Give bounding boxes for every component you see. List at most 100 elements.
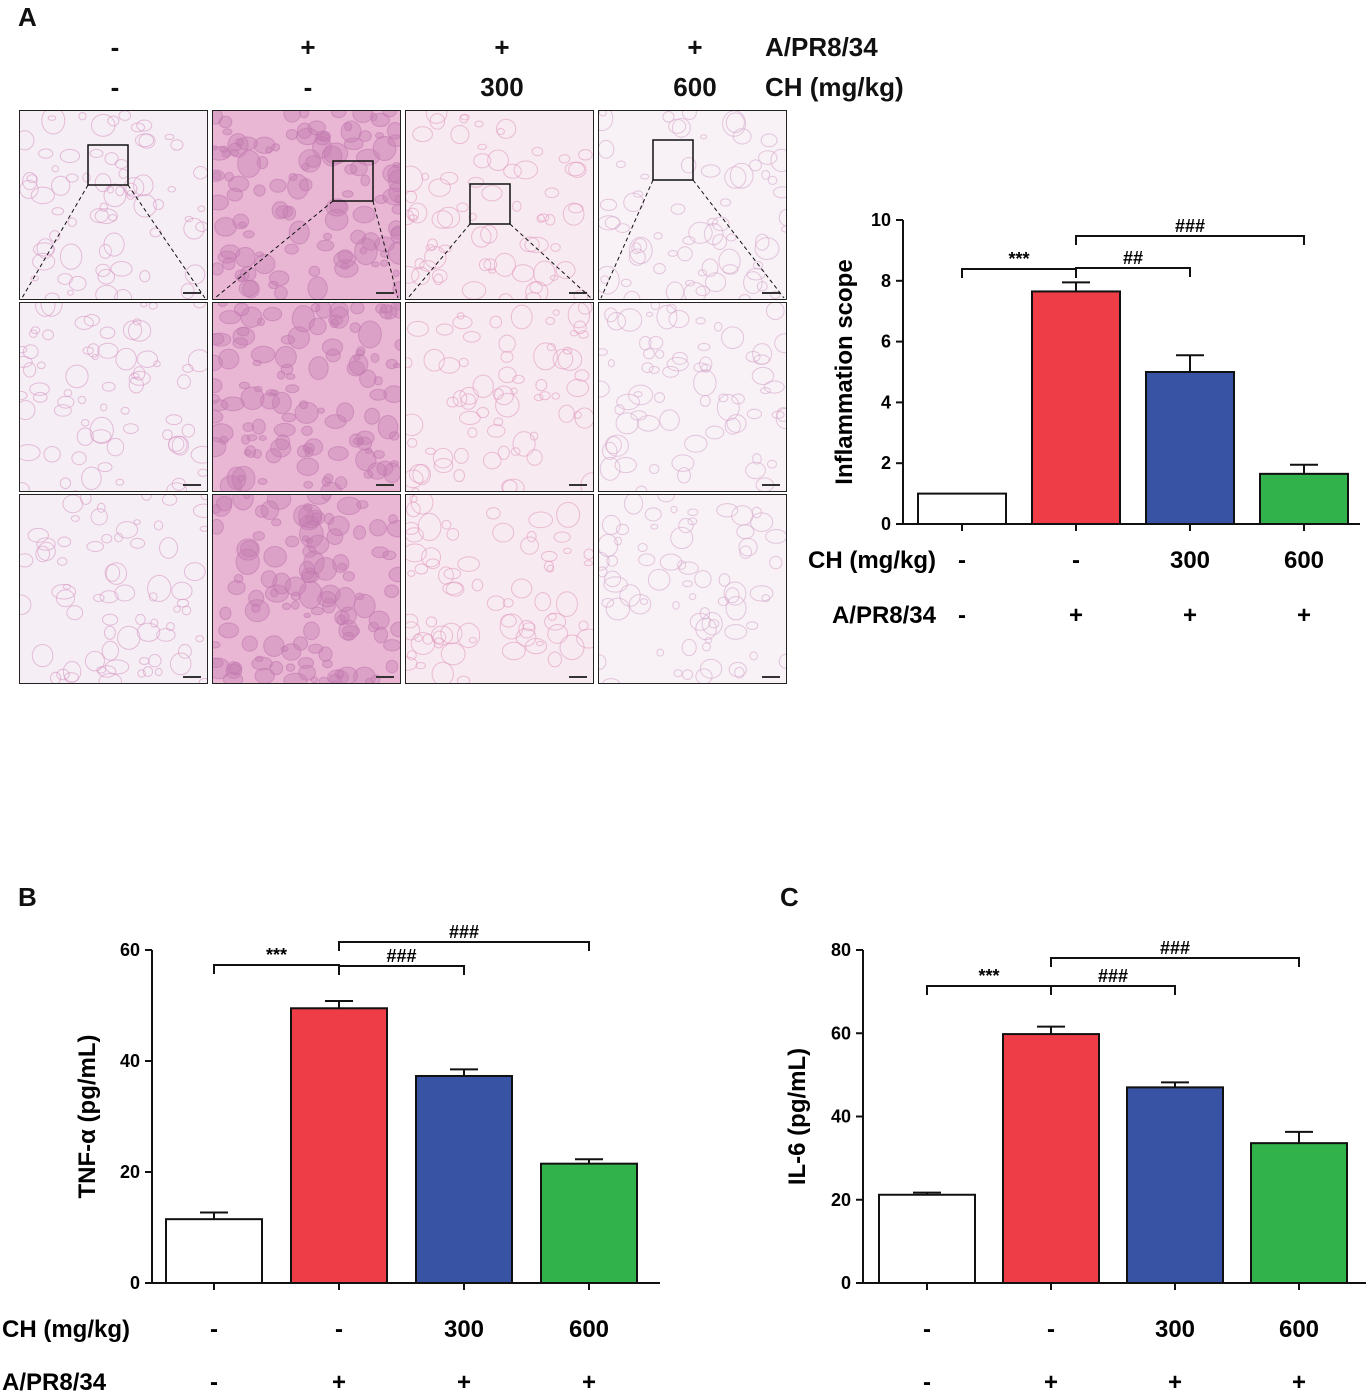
- zoom-line: [214, 200, 334, 299]
- factor-value: -: [210, 1369, 218, 1395]
- panel-a-letter: A: [18, 2, 37, 32]
- significance-bracket: [338, 965, 465, 975]
- factor-row-label: A/PR8/34: [832, 602, 937, 629]
- zoom-line: [692, 179, 785, 299]
- y-tick-label: 0: [881, 514, 891, 534]
- y-tick-label: 40: [120, 1051, 140, 1071]
- factor-value: 600: [1284, 547, 1324, 574]
- header-value: 600: [673, 72, 717, 102]
- bar: [540, 1162, 638, 1284]
- panel-b-letter: B: [18, 882, 37, 912]
- micrograph-image: [405, 302, 594, 492]
- factor-value: +: [457, 1369, 471, 1395]
- inset-box: [469, 183, 511, 225]
- significance-label: ###: [1098, 966, 1128, 986]
- inset-box: [652, 139, 694, 181]
- factor-value: -: [923, 1316, 931, 1343]
- zoom-line: [21, 184, 89, 299]
- significance-bracket: [1050, 985, 1176, 995]
- significance-label: ###: [449, 922, 479, 942]
- zoom-line: [600, 179, 654, 299]
- inset-box: [332, 160, 374, 202]
- y-tick-label: 20: [120, 1162, 140, 1182]
- bar: [1250, 1142, 1348, 1284]
- micrograph-image: [19, 494, 208, 684]
- bar: [1002, 1033, 1100, 1284]
- factor-value: -: [335, 1316, 343, 1343]
- significance-label: ***: [266, 945, 287, 965]
- factor-value: -: [1047, 1316, 1055, 1343]
- header-value: 300: [480, 72, 524, 102]
- factor-value: -: [958, 602, 966, 629]
- bar: [1031, 290, 1121, 525]
- y-tick-label: 0: [130, 1273, 140, 1293]
- y-axis-label: IL-6 (pg/mL): [784, 1048, 811, 1185]
- factor-value: -: [923, 1369, 931, 1395]
- header-value: -: [303, 72, 313, 102]
- bar: [917, 492, 1007, 526]
- micrograph-image: [598, 494, 787, 684]
- significance-bracket: [213, 964, 340, 974]
- zoom-line: [372, 200, 399, 299]
- y-tick-label: 60: [120, 940, 140, 960]
- factor-value: -: [210, 1316, 218, 1343]
- significance-label: ***: [978, 966, 999, 986]
- micrograph-image: [405, 110, 594, 300]
- y-tick-label: 8: [881, 271, 891, 291]
- micrograph-image: [212, 302, 401, 492]
- bar: [165, 1218, 263, 1284]
- factor-value: +: [1297, 602, 1311, 629]
- factor-row-label: CH (mg/kg): [808, 547, 936, 574]
- factor-value: +: [582, 1369, 596, 1395]
- significance-bracket: [1075, 235, 1305, 245]
- inset-box: [87, 144, 129, 186]
- y-tick-label: 0: [841, 1273, 851, 1293]
- y-axis-label: Inflammation scope: [831, 259, 858, 484]
- bar: [878, 1193, 976, 1285]
- significance-bracket: [926, 985, 1052, 995]
- header-value: +: [300, 32, 316, 62]
- tnf-alpha-chart: 0 20 40 60 TNF-α (pg/mL) *** ### ### CH (mg/kg) -…: [2, 922, 660, 1395]
- factor-value: +: [1168, 1369, 1182, 1395]
- factor-value: 600: [569, 1316, 609, 1343]
- significance-label: ###: [1160, 938, 1190, 958]
- factor-value: 300: [1155, 1316, 1195, 1343]
- factor-value: 300: [444, 1316, 484, 1343]
- significance-label: ###: [1175, 216, 1205, 236]
- y-tick-label: 60: [831, 1023, 851, 1043]
- micrograph-image: [19, 110, 208, 300]
- micrograph-image: [212, 110, 401, 300]
- factor-row-label: A/PR8/34: [2, 1369, 107, 1395]
- zoom-line: [127, 184, 206, 299]
- y-tick-label: 10: [871, 210, 891, 230]
- header-label: A/PR8/34: [765, 32, 878, 62]
- bar: [1126, 1086, 1224, 1284]
- factor-value: +: [1069, 602, 1083, 629]
- header-value: +: [687, 32, 703, 62]
- factor-value: 600: [1279, 1316, 1319, 1343]
- factor-value: +: [1292, 1369, 1306, 1395]
- micrograph-image: [212, 494, 401, 684]
- y-axis-label: TNF-α (pg/mL): [74, 1034, 101, 1198]
- y-tick-label: 40: [831, 1107, 851, 1127]
- bar: [290, 1007, 388, 1285]
- factor-value: +: [1044, 1369, 1058, 1395]
- significance-label: ***: [1008, 249, 1029, 269]
- factor-value: -: [958, 547, 966, 574]
- zoom-line: [509, 223, 592, 299]
- factor-value: +: [332, 1369, 346, 1395]
- significance-label: ###: [386, 946, 416, 966]
- micrograph-image: [405, 494, 594, 684]
- y-tick-label: 20: [831, 1190, 851, 1210]
- micrograph-image: [598, 302, 787, 492]
- factor-value: -: [1072, 547, 1080, 574]
- significance-bracket: [961, 268, 1077, 278]
- significance-bracket: [1050, 957, 1300, 967]
- bar: [415, 1074, 513, 1284]
- significance-bracket: [1075, 267, 1191, 277]
- header-value: +: [494, 32, 510, 62]
- header-label: CH (mg/kg): [765, 72, 904, 102]
- y-tick-label: 2: [881, 453, 891, 473]
- y-tick-label: 6: [881, 332, 891, 352]
